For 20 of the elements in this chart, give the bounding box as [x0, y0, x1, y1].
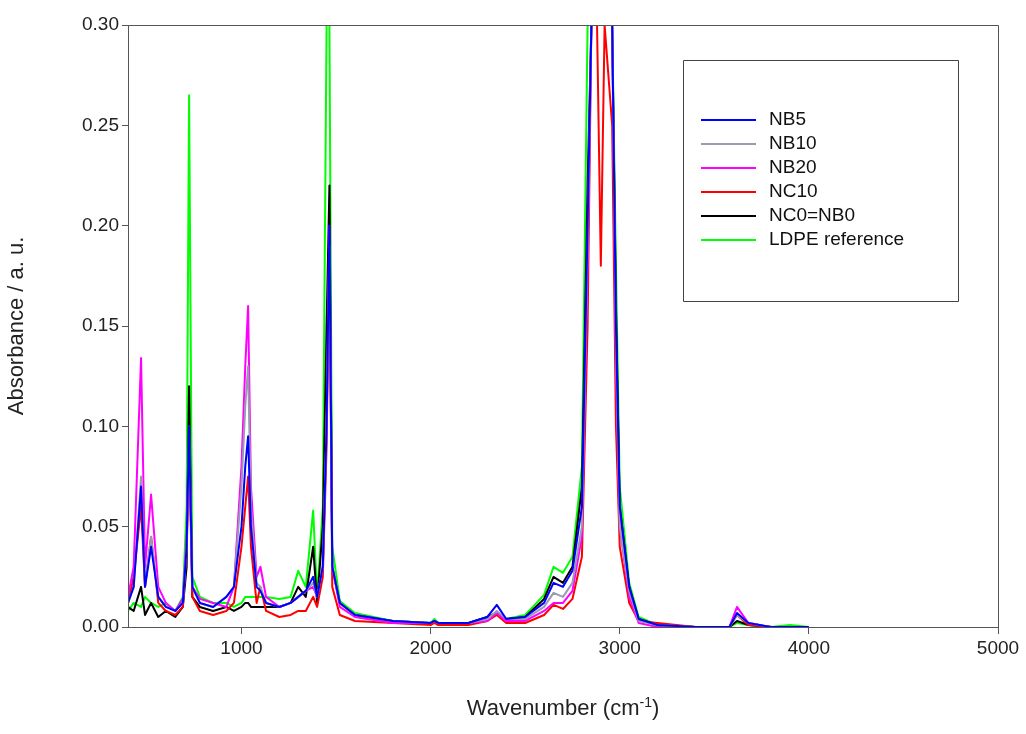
- y-tick-label: 0.15: [82, 314, 119, 336]
- y-tick-label: 0.10: [82, 414, 119, 436]
- legend-label: NB20: [769, 156, 817, 178]
- y-tick-label: 0.30: [82, 13, 119, 35]
- y-tick-label: 0.05: [82, 514, 119, 536]
- x-tick-label: 1000: [220, 636, 263, 658]
- legend-label: NC10: [769, 180, 818, 202]
- x-tick-label: 4000: [787, 636, 831, 658]
- legend-label: LDPE reference: [769, 228, 905, 250]
- x-axis-title: Wavenumber (cm$^{-1}$): [465, 694, 661, 722]
- y-axis-title: Absorbance / a. u.: [3, 236, 29, 416]
- y-tick-label: 0.20: [82, 213, 119, 235]
- legend-label: NB5: [769, 108, 806, 130]
- x-tick-label: 3000: [598, 636, 641, 658]
- legend-label: NC0=NB0: [769, 204, 856, 226]
- legend-label: NB10: [769, 132, 817, 154]
- x-tick-label: 5000: [976, 636, 1020, 658]
- y-tick-label: 0.25: [82, 113, 119, 135]
- x-tick-label: 2000: [409, 636, 452, 658]
- y-tick-label: 0.00: [82, 615, 119, 637]
